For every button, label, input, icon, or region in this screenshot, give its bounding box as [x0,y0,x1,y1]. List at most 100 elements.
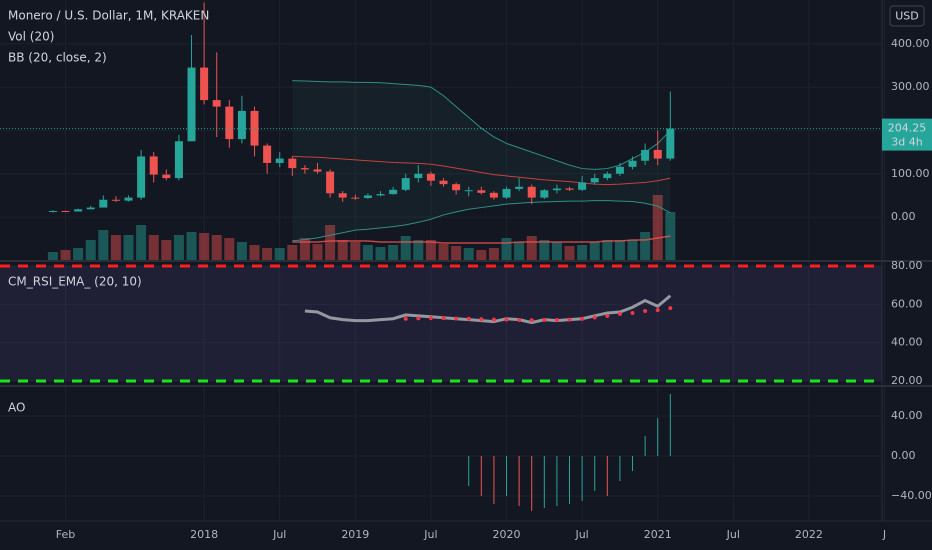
y-tick-label: 40.00 [891,336,923,349]
volume-bar [337,240,348,260]
y-tick-label: −40.00 [891,489,932,502]
x-tick-label: 2022 [795,528,823,541]
x-tick-label: 2021 [644,528,672,541]
volume-bar [526,236,537,260]
volume-bar [425,240,436,260]
candle-body [187,67,196,142]
rsi-band [0,266,882,381]
candle-body [225,106,234,140]
rsi-ema-dot [655,308,660,313]
y-tick-label: 60.00 [891,297,923,310]
rsi-ema-dot [617,311,622,316]
volume-bar [614,240,625,260]
volume-bar [501,238,512,260]
y-tick-label: 400.00 [891,37,930,50]
rsi-ema-dot [416,316,421,321]
x-tick-label: Jul [423,528,437,541]
candle-body [61,211,70,213]
candle-body [313,169,322,172]
volume-bar [236,242,247,260]
candle-body [48,211,57,213]
ao-legend: AO [8,401,25,415]
volume-bar [514,242,525,260]
volume-bar [350,242,361,260]
candle-body [149,156,158,175]
y-tick-label: 80.00 [891,259,923,272]
rsi-ema-dot [529,318,534,323]
candle-body [628,160,637,167]
bb-upper [292,80,671,170]
x-tick-label: Jul [574,528,588,541]
candle-body [200,67,209,101]
volume-bar [249,245,260,260]
candle-body [124,197,133,201]
x-tick-label: Jul [726,528,740,541]
volume-bar [652,195,663,260]
bb-lower [292,200,671,242]
y-tick-label: 40.00 [891,409,923,422]
candle-body [162,174,171,179]
candle-body [137,156,146,198]
volume-bar [211,235,222,260]
volume-bar [388,245,399,260]
volume-bar [186,232,197,260]
candle-body [275,158,284,163]
currency-box[interactable] [889,5,925,27]
candle-body [426,173,435,181]
candle-body [502,188,511,198]
rsi-ema-dot [479,317,484,322]
candle-body [300,168,309,170]
candle-body [263,145,272,163]
candle-body [540,190,549,198]
volume-bar [161,240,172,260]
x-tick-label: Feb [56,528,75,541]
rsi-ema-dot [580,316,585,321]
candle-body [641,149,650,161]
volume-bar [148,235,159,260]
candle-body [464,190,473,192]
volume-bar [602,240,613,260]
volume-bar [451,246,462,260]
volume-bar [640,232,651,260]
volume-bar [299,238,310,260]
volume-bar [539,240,550,260]
countdown-label: 3d 4h [891,136,922,149]
y-tick-label: 100.00 [891,167,930,180]
chart-title: Monero / U.S. Dollar, 1M, KRAKEN [8,9,209,23]
volume-bar [589,242,600,260]
volume-bar [413,240,424,260]
volume-bar [627,240,638,260]
rsi-ema-dot [668,306,673,311]
x-tick-label: 2020 [493,528,521,541]
candle-body [389,189,398,195]
volume-bar [199,233,210,260]
x-tick-label: J [882,528,886,541]
volume-bar [400,236,411,260]
volume-bar [85,240,96,260]
candle-body [99,199,108,208]
bb-middle [292,155,671,186]
bb-legend: BB (20, close, 2) [8,51,107,65]
rsi-ema-dot [643,309,648,314]
candle-body [250,110,259,146]
candle-body [452,184,461,191]
candle-body [565,188,574,190]
volume-bar [136,225,147,260]
candle-body [351,197,360,199]
currency-label[interactable]: USD [895,10,919,23]
volume-bar [551,242,562,260]
candle-body [212,100,221,107]
candle-body [590,178,599,183]
candle-body [666,128,675,159]
x-tick-label: Jul [272,528,286,541]
candle-body [653,149,662,159]
candle-body [603,173,612,179]
volume-ma-line [292,235,671,244]
volume-bar [476,250,487,260]
candle-body [477,190,486,193]
candle-body [439,180,448,185]
y-tick-label: 0.00 [891,449,916,462]
